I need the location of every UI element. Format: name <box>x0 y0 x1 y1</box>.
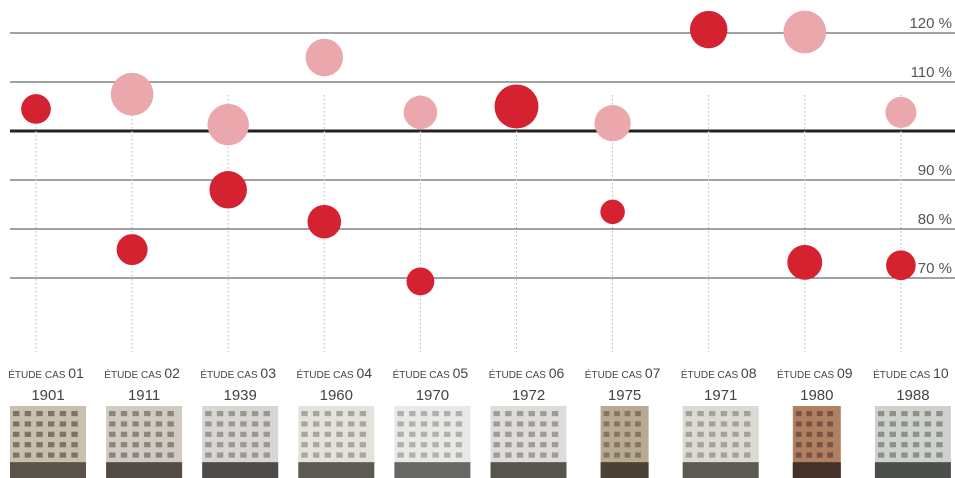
case-number: 04 <box>357 365 373 381</box>
case-number: 03 <box>260 365 276 381</box>
y-tick-label: 120 % <box>909 15 952 32</box>
building-photo-04 <box>298 406 375 478</box>
case-number: 01 <box>68 365 84 381</box>
building-photo-02 <box>106 406 183 478</box>
building-photo-06 <box>490 406 567 478</box>
case-prefix: ÉTUDE CAS <box>873 368 933 381</box>
bubble-case-04-series-2 <box>305 38 344 77</box>
case-year: 1980 <box>800 387 833 404</box>
bubble-case-09-series-2 <box>783 10 827 54</box>
case-label: ÉTUDE CAS 01 <box>8 365 84 381</box>
bubble-case-02-series-1 <box>116 234 148 266</box>
case-year: 1988 <box>896 387 929 404</box>
case-prefix: ÉTUDE CAS <box>104 368 164 381</box>
y-tick-label: 90 % <box>918 162 952 179</box>
case-year: 1971 <box>704 387 737 404</box>
building-photo-03 <box>202 406 279 478</box>
bubble-case-10-series-1 <box>886 250 916 281</box>
bubble-case-05-series-1 <box>406 267 435 296</box>
building-thumbnails <box>10 406 951 478</box>
bubble-case-03-series-1 <box>209 171 247 209</box>
y-tick-label: 80 % <box>918 211 952 228</box>
stems <box>35 95 902 352</box>
bubble-case-02-series-2 <box>110 72 154 116</box>
case-number: 10 <box>933 365 949 381</box>
case-year: 1972 <box>512 387 545 404</box>
bubble-case-03-series-2 <box>207 103 249 146</box>
gridlines <box>10 32 955 279</box>
case-label: ÉTUDE CAS 09 <box>777 365 853 381</box>
building-photo-09 <box>792 406 841 478</box>
bubble-case-08-series-1 <box>689 10 728 49</box>
bubble-case-07-series-1 <box>600 199 625 225</box>
case-year: 1970 <box>416 387 449 404</box>
bubble-case-04-series-1 <box>307 204 342 239</box>
case-label: ÉTUDE CAS 04 <box>297 365 373 381</box>
building-photo-07 <box>600 406 649 478</box>
case-year: 1960 <box>320 387 353 404</box>
case-number: 02 <box>164 365 180 381</box>
case-label: ÉTUDE CAS 03 <box>200 365 276 381</box>
bubbles <box>21 10 917 296</box>
case-number: 08 <box>741 365 757 381</box>
bubble-case-09-series-1 <box>787 244 823 280</box>
case-prefix: ÉTUDE CAS <box>8 368 68 381</box>
case-label: ÉTUDE CAS 05 <box>393 365 469 381</box>
case-label: ÉTUDE CAS 06 <box>489 365 565 381</box>
case-number: 07 <box>645 365 661 381</box>
case-year: 1911 <box>128 387 160 404</box>
case-prefix: ÉTUDE CAS <box>777 368 837 381</box>
case-year: 1939 <box>224 387 257 404</box>
bubble-case-10-series-2 <box>885 96 917 128</box>
y-tick-label: 110 % <box>911 64 952 81</box>
building-photo-01 <box>10 406 86 478</box>
case-label: ÉTUDE CAS 08 <box>681 365 757 381</box>
case-prefix: ÉTUDE CAS <box>489 368 549 381</box>
case-prefix: ÉTUDE CAS <box>585 368 645 381</box>
case-prefix: ÉTUDE CAS <box>200 368 260 381</box>
case-year: 1975 <box>608 387 641 404</box>
bubble-case-06-series-1 <box>494 84 539 129</box>
case-label: ÉTUDE CAS 07 <box>585 365 661 381</box>
case-label: ÉTUDE CAS 02 <box>104 365 180 381</box>
case-number: 06 <box>549 365 565 381</box>
case-prefix: ÉTUDE CAS <box>297 368 357 381</box>
bubble-case-05-series-2 <box>403 95 438 130</box>
case-prefix: ÉTUDE CAS <box>681 368 741 381</box>
building-photo-08 <box>682 406 759 478</box>
case-number: 09 <box>837 365 853 381</box>
case-prefix: ÉTUDE CAS <box>393 368 453 381</box>
building-photo-10 <box>874 406 951 478</box>
case-year: 1901 <box>31 387 64 404</box>
building-photo-05 <box>394 406 471 478</box>
bubble-case-07-series-2 <box>594 105 631 142</box>
case-number: 05 <box>453 365 469 381</box>
bubble-case-01-series-1 <box>21 94 51 124</box>
y-tick-label: 70 % <box>918 260 952 277</box>
y-tick-labels: 70 % 80 % 90 % 110 % 120 % <box>909 15 952 277</box>
case-label: ÉTUDE CAS 10 <box>873 365 949 381</box>
